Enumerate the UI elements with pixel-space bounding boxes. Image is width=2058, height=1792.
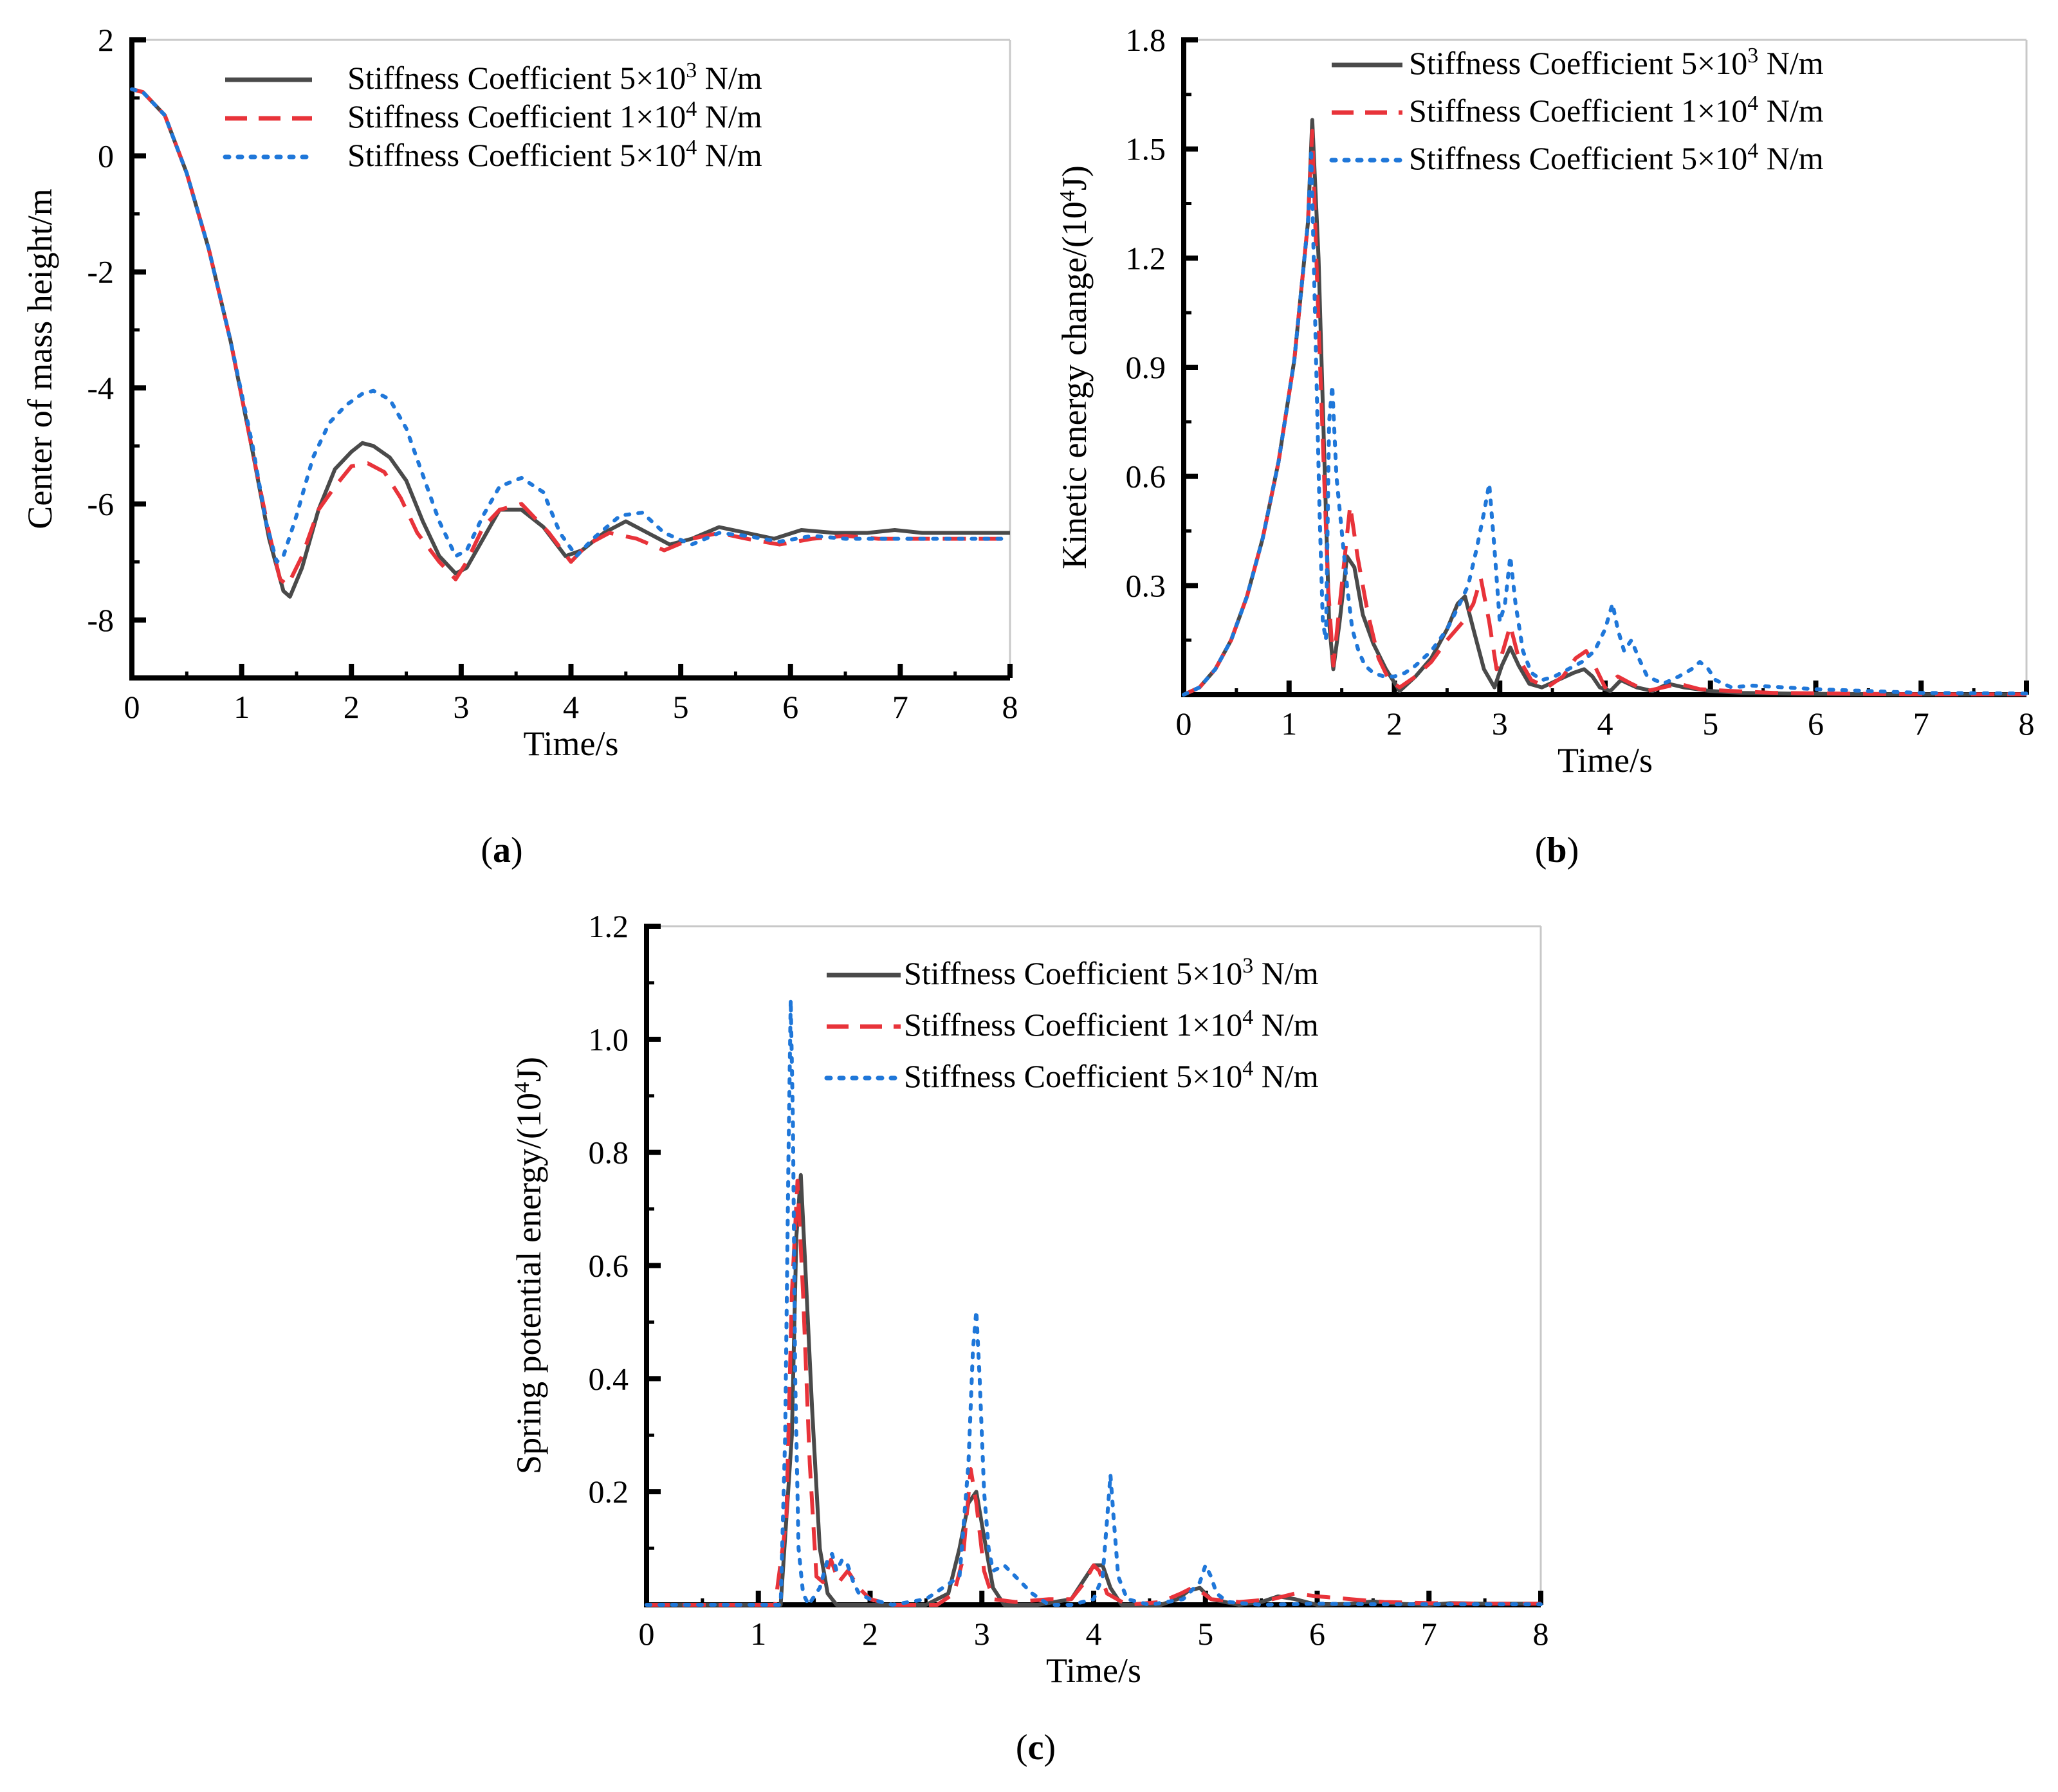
panel-caption: (b) bbox=[1535, 830, 1579, 870]
y-tick-label: 1.5 bbox=[1126, 131, 1166, 167]
x-tick-label: 2 bbox=[344, 689, 360, 725]
y-tick-label: 0.4 bbox=[589, 1360, 629, 1396]
y-tick-label: 1.2 bbox=[1126, 240, 1166, 276]
x-axis-title: Time/s bbox=[523, 724, 618, 763]
x-tick-label: 6 bbox=[1309, 1616, 1325, 1652]
y-tick-label: 0.6 bbox=[1126, 459, 1166, 495]
x-tick-label: 0 bbox=[124, 689, 140, 725]
x-tick-label: 3 bbox=[453, 689, 469, 725]
x-tick-label: 4 bbox=[1086, 1616, 1102, 1652]
y-tick-label: 2 bbox=[98, 22, 114, 58]
x-axis-title: Time/s bbox=[1557, 741, 1653, 780]
x-tick-label: 2 bbox=[862, 1616, 878, 1652]
series-line-3 bbox=[130, 87, 1012, 564]
y-axis-title: Kinetic energy change/(104J) bbox=[1055, 165, 1094, 569]
legend-label-3: Stiffness Coefficient 5×104 N/m bbox=[904, 1057, 1319, 1095]
y-tick-label: -6 bbox=[87, 486, 114, 522]
series-line-1 bbox=[1182, 118, 2026, 697]
x-tick-label: 5 bbox=[1702, 706, 1718, 742]
x-tick-label: 6 bbox=[782, 689, 798, 725]
x-tick-label: 3 bbox=[1492, 706, 1508, 742]
x-tick-label: 4 bbox=[563, 689, 579, 725]
y-axis-title: Center of mass height/m bbox=[21, 188, 59, 529]
x-tick-label: 0 bbox=[1176, 706, 1192, 742]
x-tick-label: 3 bbox=[974, 1616, 990, 1652]
series-line-2 bbox=[647, 1178, 1541, 1607]
x-tick-label: 8 bbox=[1002, 689, 1018, 725]
series-line-2 bbox=[1182, 129, 2026, 697]
y-tick-label: -8 bbox=[87, 602, 114, 638]
y-tick-label: 0.9 bbox=[1126, 349, 1166, 385]
x-tick-label: 7 bbox=[1913, 706, 1929, 742]
x-tick-label: 8 bbox=[2019, 706, 2035, 742]
x-tick-label: 6 bbox=[1808, 706, 1824, 742]
y-tick-label: 0.3 bbox=[1126, 567, 1166, 603]
legend-label-2: Stiffness Coefficient 1×104 N/m bbox=[904, 1005, 1319, 1043]
panel-caption: (c) bbox=[1016, 1728, 1056, 1768]
y-tick-label: 1.2 bbox=[589, 908, 629, 944]
y-axis-title: Spring potential energy/(104J) bbox=[510, 1057, 548, 1474]
y-tick-label: 0 bbox=[98, 138, 114, 174]
x-tick-label: 1 bbox=[750, 1616, 766, 1652]
y-tick-label: 0.8 bbox=[589, 1135, 629, 1171]
chart-panel-c: 0 1 2 3 4 5 6 7 8 0.2 0.4 0.6 0.8 1.0 1.2 Time/s Spring … bbox=[510, 908, 1549, 1768]
series-line-1 bbox=[647, 1173, 1541, 1607]
legend-label-1: Stiffness Coefficient 5×103 N/m bbox=[904, 954, 1319, 992]
chart-panel-a: 0 1 2 3 4 5 6 7 8 -8 -6 -4 -2 0 2 Time/s Center of mass … bbox=[21, 22, 1018, 870]
y-tick-label: 1.8 bbox=[1126, 22, 1166, 58]
x-tick-label: 0 bbox=[639, 1616, 655, 1652]
legend-label-1: Stiffness Coefficient 5×103 N/m bbox=[1409, 44, 1824, 82]
x-tick-label: 5 bbox=[1197, 1616, 1213, 1652]
y-tick-label: -4 bbox=[87, 370, 114, 406]
y-tick-label: 0.2 bbox=[589, 1474, 629, 1510]
chart-panel-b: 0 1 2 3 4 5 6 7 8 0.3 0.6 0.9 1.2 1.5 1.8 Time/s Kinetic… bbox=[1055, 22, 2035, 870]
x-tick-label: 4 bbox=[1597, 706, 1613, 742]
legend-label-3: Stiffness Coefficient 5×104 N/m bbox=[347, 136, 762, 174]
series-line-3 bbox=[1182, 147, 2028, 697]
x-axis-title: Time/s bbox=[1046, 1651, 1141, 1690]
series-line-2 bbox=[131, 87, 1010, 587]
x-tick-label: 7 bbox=[892, 689, 908, 725]
y-tick-label: 1.0 bbox=[589, 1021, 629, 1057]
legend-label-2: Stiffness Coefficient 1×104 N/m bbox=[347, 97, 762, 135]
x-tick-label: 8 bbox=[1533, 1616, 1549, 1652]
x-tick-label: 2 bbox=[1386, 706, 1402, 742]
legend-label-2: Stiffness Coefficient 1×104 N/m bbox=[1409, 91, 1824, 129]
x-tick-label: 5 bbox=[673, 689, 689, 725]
panel-caption: (a) bbox=[481, 830, 522, 870]
legend-label-1: Stiffness Coefficient 5×103 N/m bbox=[347, 59, 762, 96]
y-tick-label: 0.6 bbox=[589, 1248, 629, 1284]
y-tick-label: -2 bbox=[87, 254, 114, 290]
legend-label-3: Stiffness Coefficient 5×104 N/m bbox=[1409, 139, 1824, 177]
x-tick-label: 1 bbox=[1281, 706, 1297, 742]
x-tick-label: 1 bbox=[234, 689, 250, 725]
series-line-3 bbox=[645, 998, 1543, 1607]
x-tick-label: 7 bbox=[1421, 1616, 1437, 1652]
